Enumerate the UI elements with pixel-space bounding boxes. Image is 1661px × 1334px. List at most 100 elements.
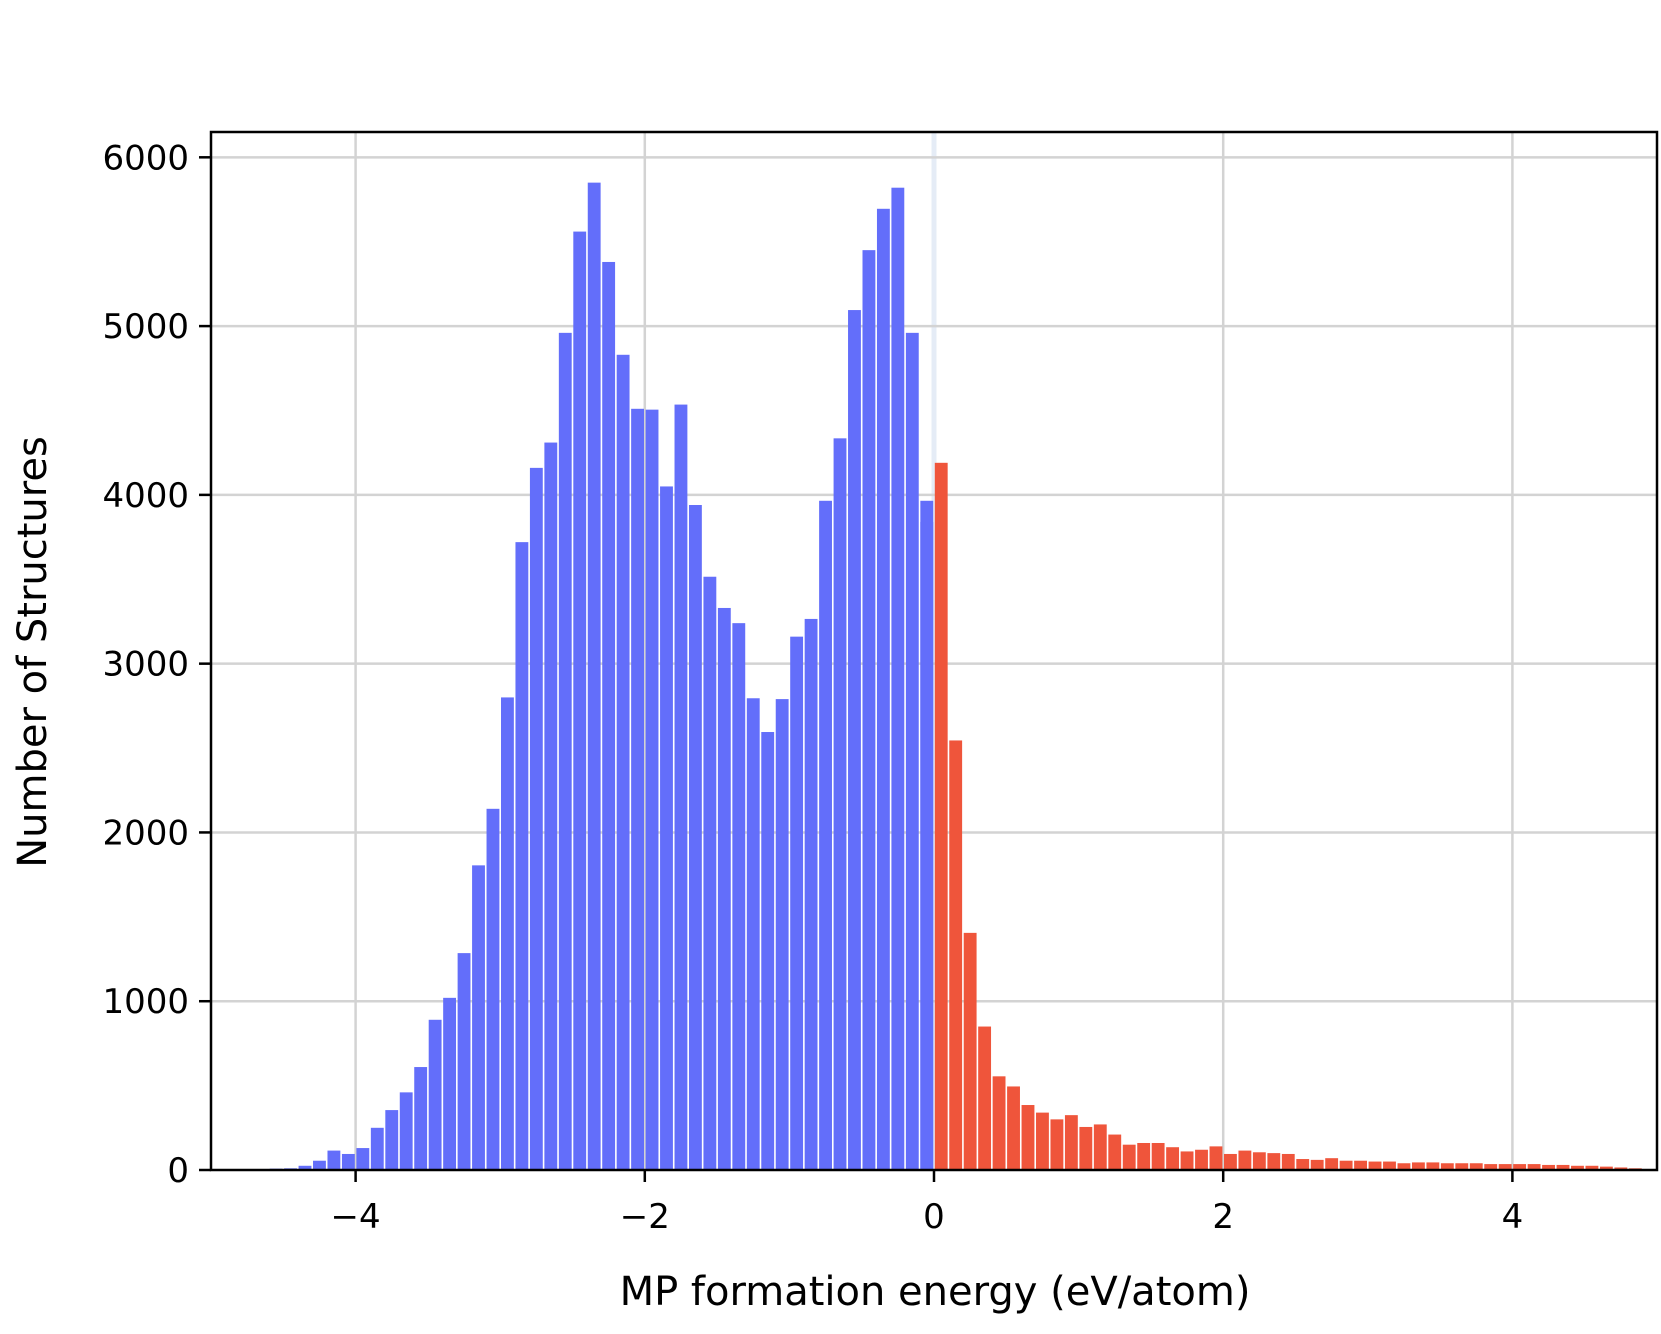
histogram-bar: [848, 310, 861, 1170]
y-tick-label: 1000: [102, 982, 189, 1022]
histogram-bar: [1397, 1163, 1411, 1170]
x-tick-label: 0: [923, 1197, 945, 1237]
histogram-bar: [862, 250, 876, 1170]
histogram-bar: [746, 698, 760, 1170]
histogram-bar: [876, 208, 890, 1171]
histogram-bar: [934, 462, 948, 1170]
histogram-bar: [1021, 1105, 1035, 1170]
histogram-bar: [761, 732, 775, 1170]
histogram-bar: [775, 699, 789, 1170]
histogram-bar: [1556, 1164, 1570, 1170]
grid-layer: [211, 132, 1657, 1170]
histogram-bar: [1455, 1163, 1469, 1170]
histogram-bar: [819, 500, 832, 1170]
y-tick-label: 0: [167, 1151, 189, 1191]
histogram-bar: [370, 1127, 384, 1170]
histogram-bar: [1513, 1164, 1527, 1170]
y-tick-label: 6000: [102, 138, 189, 178]
histogram-bar: [414, 1067, 428, 1170]
histogram-bar: [660, 486, 673, 1170]
y-tick-label: 5000: [102, 307, 189, 347]
histogram-bar: [703, 576, 717, 1170]
histogram-bar: [1440, 1163, 1454, 1170]
histogram-bar: [1527, 1164, 1541, 1170]
histogram-bar: [1137, 1142, 1151, 1170]
histogram-bar: [905, 332, 919, 1171]
x-tick-label: −2: [620, 1197, 670, 1237]
histogram-bar: [327, 1150, 341, 1170]
histogram-bar: [529, 467, 543, 1170]
histogram-bar: [313, 1160, 326, 1170]
histogram-bar: [428, 1019, 442, 1170]
histogram-bar: [1542, 1164, 1555, 1170]
histogram-bar: [457, 953, 471, 1170]
histogram-bar: [963, 932, 977, 1170]
histogram-bar: [804, 618, 818, 1170]
histogram-bar: [1585, 1165, 1599, 1170]
histogram-bar: [1209, 1146, 1223, 1170]
histogram-bar: [1050, 1119, 1064, 1170]
histogram-bar: [472, 865, 485, 1170]
histogram-bar: [1064, 1115, 1078, 1170]
histogram-bar: [356, 1148, 370, 1170]
histogram-bar: [1325, 1158, 1339, 1170]
y-axis-title: Number of Structures: [10, 436, 56, 868]
histogram-bar: [790, 636, 804, 1170]
bar-layer: [211, 182, 1657, 1171]
histogram-bar: [920, 500, 934, 1170]
x-axis-title: MP formation energy (eV/atom): [620, 1269, 1251, 1315]
histogram-bar: [1498, 1164, 1512, 1170]
histogram-bar: [1166, 1147, 1180, 1170]
histogram-bar: [891, 187, 905, 1170]
y-tick-label: 2000: [102, 813, 189, 853]
x-tick-label: 2: [1212, 1197, 1234, 1237]
histogram-bar: [501, 697, 514, 1170]
x-tick-label: 4: [1502, 1197, 1524, 1237]
histogram-bar: [1469, 1163, 1483, 1170]
histogram-bar: [1108, 1134, 1122, 1170]
histogram-bar: [631, 408, 644, 1170]
histogram-bar: [298, 1165, 312, 1170]
histogram-bar: [992, 1076, 1006, 1170]
histogram-bar: [1238, 1150, 1252, 1170]
histogram-bar: [1614, 1167, 1628, 1170]
histogram-bar: [1571, 1165, 1584, 1170]
histogram-bar: [717, 607, 731, 1170]
histogram-bar: [1093, 1124, 1107, 1170]
histogram-bar: [602, 261, 616, 1171]
histogram-bar: [1252, 1152, 1266, 1170]
histogram-bar: [1354, 1160, 1367, 1170]
histogram-bar: [1079, 1126, 1093, 1170]
histogram-bar: [341, 1153, 355, 1170]
histogram-bar: [1339, 1160, 1353, 1170]
histogram-bar: [587, 182, 601, 1170]
y-tick-label: 4000: [102, 476, 189, 516]
histogram-bar: [1310, 1159, 1324, 1170]
histogram-bar: [688, 505, 702, 1170]
tick-layer: −4 −2 0 2 4 0 1000 2000 3000 4000 5000 6000: [102, 138, 1523, 1237]
histogram-bar: [385, 1110, 399, 1170]
x-tick-label: −4: [331, 1197, 381, 1237]
histogram-bar: [486, 808, 500, 1170]
histogram-bar: [515, 542, 529, 1170]
histogram-bar: [1484, 1164, 1498, 1170]
histogram-bar: [732, 623, 746, 1170]
histogram-bar: [1195, 1149, 1208, 1170]
histogram-bar: [1007, 1086, 1020, 1170]
histogram-bar: [616, 354, 630, 1170]
histogram-bar: [1368, 1161, 1382, 1170]
histogram-bar: [1296, 1159, 1310, 1170]
histogram-bar: [1281, 1153, 1295, 1170]
histogram-bar: [1036, 1112, 1049, 1170]
histogram-bar: [833, 438, 847, 1171]
histogram-bar: [1267, 1153, 1281, 1170]
histogram-bar: [645, 409, 659, 1170]
histogram-bar: [544, 442, 558, 1170]
histogram-bar: [1599, 1166, 1613, 1170]
histogram-bar: [978, 1026, 992, 1170]
histogram-bar: [949, 740, 963, 1170]
histogram-bar: [674, 404, 688, 1171]
histogram-bar: [1180, 1151, 1194, 1170]
